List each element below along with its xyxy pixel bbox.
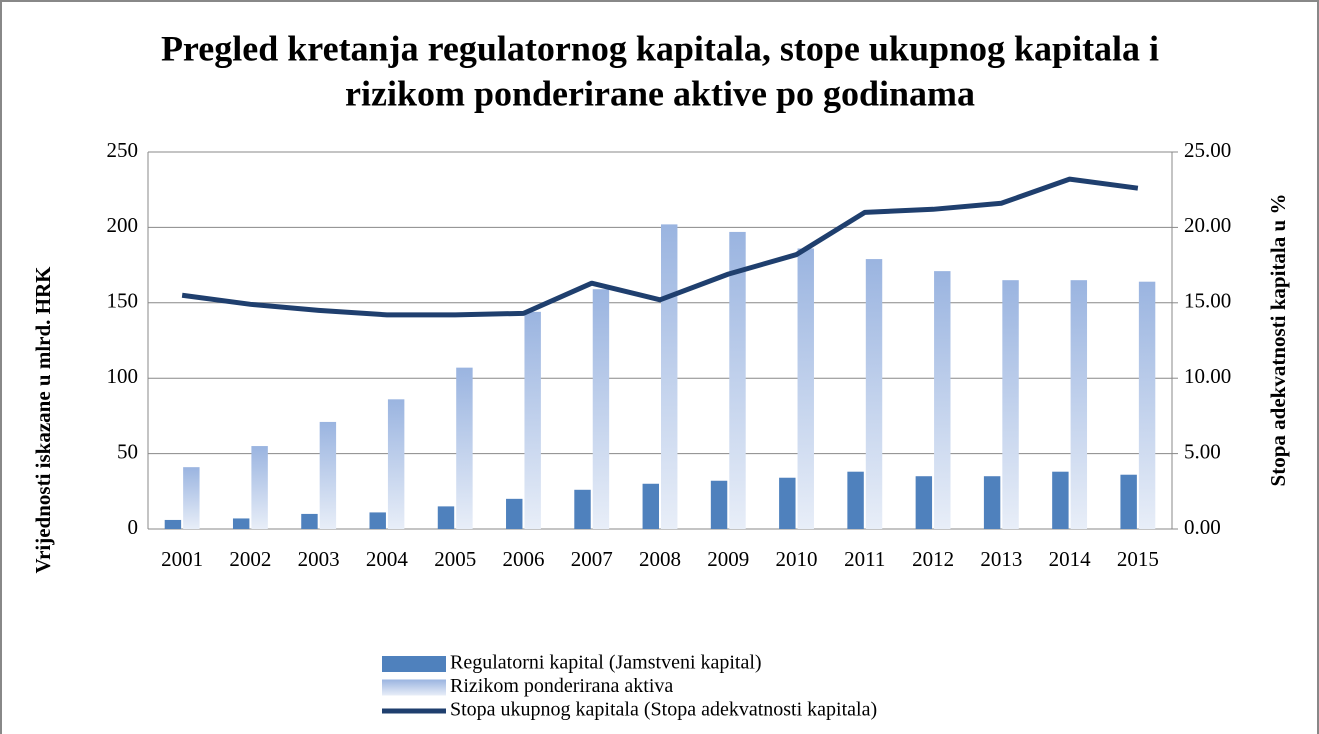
y2-tick-label: 20.00 — [1184, 213, 1231, 237]
x-tick-label: 2006 — [502, 547, 544, 571]
y2-tick-label: 15.00 — [1184, 289, 1231, 313]
bar — [164, 519, 182, 529]
x-tick-label: 2008 — [639, 547, 681, 571]
bar — [301, 513, 318, 529]
bar — [1052, 471, 1069, 529]
x-tick-label: 2014 — [1049, 547, 1092, 571]
y-tick-label: 50 — [117, 439, 138, 463]
bar — [319, 421, 337, 529]
legend-label: Rizikom ponderirana aktiva — [450, 675, 673, 697]
y-tick-label: 100 — [107, 364, 139, 388]
x-tick-label: 2003 — [298, 547, 340, 571]
y2-tick-label: 25.00 — [1184, 138, 1231, 162]
bar — [437, 506, 455, 529]
x-tick-label: 2011 — [844, 547, 885, 571]
bar — [369, 512, 386, 529]
bar — [710, 480, 728, 529]
legend-swatch — [382, 656, 446, 672]
x-tick-label: 2015 — [1117, 547, 1159, 571]
legend-label: Regulatorni kapital (Jamstveni kapital) — [450, 652, 762, 674]
bar — [915, 476, 933, 529]
bar — [183, 467, 200, 529]
line — [181, 176, 1139, 318]
bar — [592, 289, 610, 529]
bar — [1002, 280, 1019, 529]
y2-tick-label: 5.00 — [1184, 439, 1221, 463]
bar — [797, 248, 814, 529]
bar — [387, 399, 405, 529]
bar — [779, 477, 796, 529]
y2-tick-label: 0.00 — [1184, 515, 1221, 539]
bar — [729, 231, 746, 529]
bar — [1138, 281, 1156, 529]
y-tick-label: 150 — [107, 289, 139, 313]
legend-swatch — [382, 679, 446, 696]
bar — [865, 259, 883, 529]
x-tick-label: 2010 — [776, 547, 818, 571]
bar — [642, 483, 659, 529]
bar — [251, 446, 268, 529]
y-axis-title: Vrijednosti iskazane u mlrd. HRK — [31, 266, 55, 574]
bar — [456, 367, 473, 529]
chart-title: Pregled kretanja regulatornog kapitala, … — [161, 28, 1159, 68]
bar — [983, 476, 1001, 529]
x-tick-label: 2013 — [980, 547, 1022, 571]
y-tick-label: 200 — [107, 213, 139, 237]
x-tick-label: 2012 — [912, 547, 954, 571]
legend-label: Stopa ukupnog kapitala (Stopa adekvatnos… — [450, 699, 877, 721]
y2-tick-label: 10.00 — [1184, 364, 1231, 388]
y-tick-label: 250 — [107, 138, 139, 162]
x-tick-label: 2001 — [161, 547, 203, 571]
chart-title: rizikom ponderirane aktive po godinama — [345, 73, 975, 113]
bar — [524, 311, 541, 529]
bar — [232, 518, 250, 529]
x-tick-label: 2004 — [366, 547, 409, 571]
x-tick-label: 2002 — [229, 547, 271, 571]
x-tick-label: 2009 — [707, 547, 749, 571]
x-tick-label: 2005 — [434, 547, 476, 571]
bar — [661, 224, 678, 529]
bar — [1120, 474, 1137, 529]
bar — [574, 489, 591, 529]
bar — [847, 471, 864, 529]
bar — [934, 271, 951, 529]
y2-axis-title: Stopa adekvatnosti kapitala u % — [1266, 194, 1290, 487]
bar — [506, 498, 523, 529]
bar — [1070, 280, 1088, 529]
x-tick-label: 2007 — [571, 547, 613, 571]
y-tick-label: 0 — [128, 515, 139, 539]
